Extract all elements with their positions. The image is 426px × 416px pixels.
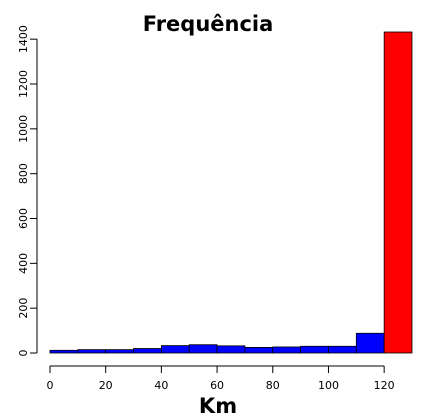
x-tick-label-4: 80 [266,379,280,392]
histogram-bar-0 [49,349,79,354]
histogram-bar-7 [244,346,274,354]
y-tick-label-7: 1400 [17,25,30,53]
histogram-bar-6 [216,345,246,354]
y-tick-label-3: 600 [17,208,30,229]
histogram-bar-4 [160,345,190,354]
y-tick-label-2: 400 [17,253,30,274]
histogram-bar-1 [77,349,107,354]
x-tick-label-6: 120 [374,379,395,392]
bars [49,31,413,354]
y-tick-label-4: 800 [17,163,30,184]
y-tick-label-5: 1000 [17,115,30,143]
x-tick-label-1: 20 [99,379,113,392]
x-tick-label-0: 0 [47,379,54,392]
histogram-bar-9 [300,345,329,354]
y-tick-label-6: 1200 [17,70,30,98]
histogram-bar-11 [355,332,385,354]
histogram-bar-12 [383,31,413,354]
histogram-bar-8 [272,346,302,354]
chart-title: Frequência [143,12,274,36]
histogram-bar-10 [328,345,357,354]
histogram-bar-3 [133,348,162,354]
x-tick-label-3: 60 [210,379,224,392]
y-tick-label-1: 200 [17,298,30,319]
x-axis-label: Km [199,394,237,416]
x-tick-label-5: 100 [318,379,339,392]
x-tick-label-2: 40 [154,379,168,392]
y-axis: 0 200 400 600 800 1000 1200 1400 [17,25,38,357]
histogram-bar-2 [105,349,134,354]
x-axis: 0 20 40 60 80 100 120 [47,365,395,392]
histogram-bar-5 [188,344,218,354]
y-tick-label-0: 0 [17,350,30,357]
